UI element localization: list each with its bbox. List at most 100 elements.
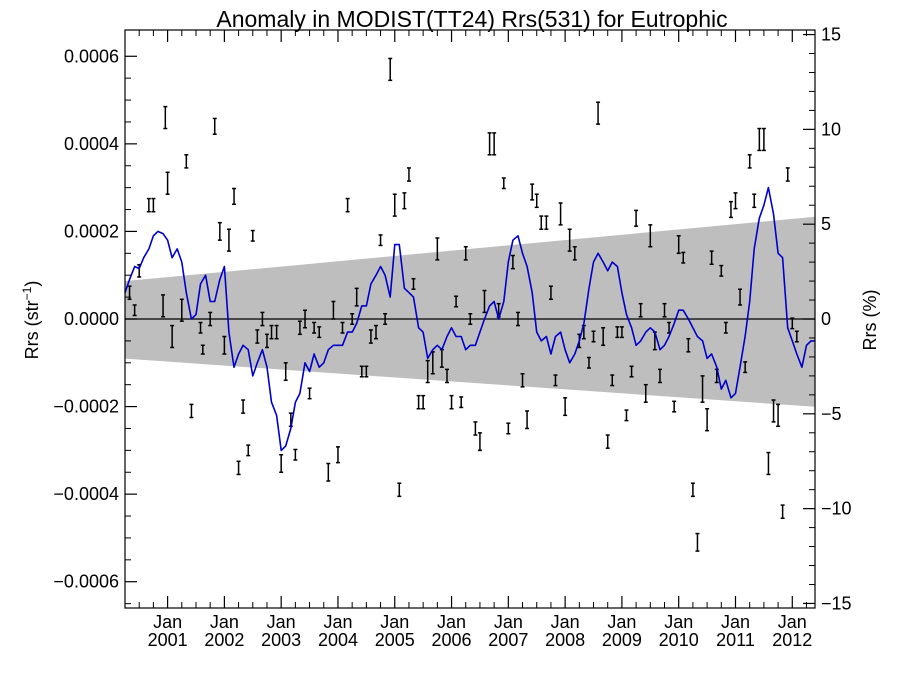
errorbar-point [794, 330, 799, 343]
errorbar-point [510, 254, 515, 270]
errorbar-point [303, 309, 308, 329]
x-tick-year-label: 2002 [204, 630, 244, 650]
errorbar-point [163, 105, 168, 130]
x-tick-month-label: Jan [153, 612, 182, 632]
errorbar-point [700, 375, 705, 403]
errorbar-point [676, 235, 681, 255]
errorbar-point [534, 193, 539, 209]
confidence-band-layer [125, 216, 815, 407]
errorbar-point [610, 374, 615, 387]
errorbar-point [468, 312, 473, 326]
x-tick-year-label: 2012 [772, 630, 812, 650]
x-tick-month-label: Jan [267, 612, 296, 632]
x-tick-year-label: 2003 [261, 630, 301, 650]
errorbar-point [378, 234, 383, 247]
errorbar-point [525, 410, 530, 430]
errorbar-point [506, 422, 511, 435]
errorbar-point [662, 302, 667, 318]
errorbar-point [146, 197, 151, 213]
errorbar-point [345, 197, 350, 213]
errorbar-point [317, 326, 322, 339]
errorbar-point [482, 289, 487, 314]
y-right-tick-label: 10 [821, 119, 841, 139]
errorbar-point [236, 460, 241, 476]
errorbar-point [132, 304, 137, 317]
x-tick-month-label: Jan [210, 612, 239, 632]
y-axis-left-label-close: ) [22, 281, 42, 287]
errorbar-point [293, 448, 298, 461]
errorbar-point [723, 321, 728, 334]
errorbar-point [279, 453, 284, 474]
errorbar-point [520, 372, 525, 388]
axis-labels: Rrs (str−1) Rrs (%) [20, 281, 880, 360]
right-axis: −15 −10 −5 0 5 10 15 [803, 25, 852, 613]
errorbar-point [790, 317, 795, 330]
y-right-tick-label: −10 [821, 499, 852, 519]
errorbar-point [638, 302, 643, 318]
errorbar-point [354, 287, 359, 307]
errorbar-point [634, 209, 639, 227]
errorbar-point [733, 192, 738, 210]
errorbar-point [530, 183, 535, 201]
y-left-tick-label: −0.0002 [53, 397, 119, 417]
errorbar-point [591, 330, 596, 343]
y-right-tick-label: 5 [821, 214, 831, 234]
errorbar-point [359, 365, 364, 378]
y-right-tick-label: 15 [821, 25, 841, 45]
y-left-tick-label: 0.0002 [64, 221, 119, 241]
errorbar-point [761, 127, 766, 152]
chart-title: Anomaly in MODIST(TT24) Rrs(531) for Eut… [216, 6, 727, 32]
errorbar-point [335, 446, 340, 464]
errorbar-point [463, 246, 468, 261]
errorbar-point [757, 127, 762, 152]
errorbar-point [728, 200, 733, 219]
x-tick-month-label: Jan [551, 612, 580, 632]
errorbar-point [454, 295, 459, 308]
errorbar-point [226, 228, 231, 252]
x-tick-year-label: 2011 [716, 630, 755, 650]
y-left-tick-label: −0.0006 [53, 572, 119, 592]
y-left-tick-label: 0.0004 [64, 134, 119, 154]
y-axis-left-label: Rrs (str−1) [20, 281, 42, 360]
y-right-tick-label: −15 [821, 593, 852, 613]
errorbar-point [374, 324, 378, 340]
errorbar-point [368, 329, 373, 344]
y-axis-left-label-sup: −1 [20, 286, 34, 300]
errorbar-point [246, 444, 251, 457]
confidence-band [125, 216, 815, 407]
errorbar-point [615, 326, 620, 339]
errorbar-point [544, 215, 549, 230]
x-tick-year-label: 2008 [545, 630, 585, 650]
errorbar-point [738, 288, 743, 306]
errorbar-point [516, 311, 520, 327]
errorbar-point [198, 321, 203, 334]
x-tick-month-label: Jan [778, 612, 807, 632]
errorbar-point [619, 326, 624, 339]
errorbar-point [605, 434, 610, 449]
errorbar-point [331, 300, 336, 320]
x-tick-year-label: 2004 [318, 630, 358, 650]
y-left-tick-label: −0.0004 [53, 484, 119, 504]
errorbar-point [445, 368, 449, 384]
errorbar-point [260, 311, 265, 327]
errorbar-point [200, 344, 205, 355]
errorbar-point [250, 229, 255, 242]
errorbar-point [548, 285, 553, 301]
errorbar-point [686, 337, 691, 353]
errorbar-point [161, 294, 166, 318]
errorbar-point [771, 399, 776, 423]
errorbar-point [776, 403, 781, 428]
x-tick-month-label: Jan [721, 612, 750, 632]
x-tick-month-label: Jan [607, 612, 636, 632]
errorbar-point [643, 383, 648, 403]
errorbar-point [151, 197, 156, 213]
errorbar-point [719, 264, 724, 277]
errorbar-point [657, 368, 662, 384]
errorbar-point [572, 246, 577, 261]
errorbar-point [364, 365, 369, 378]
errorbar-point [766, 451, 771, 476]
errorbar-point [553, 374, 558, 387]
x-tick-month-label: Jan [380, 612, 409, 632]
